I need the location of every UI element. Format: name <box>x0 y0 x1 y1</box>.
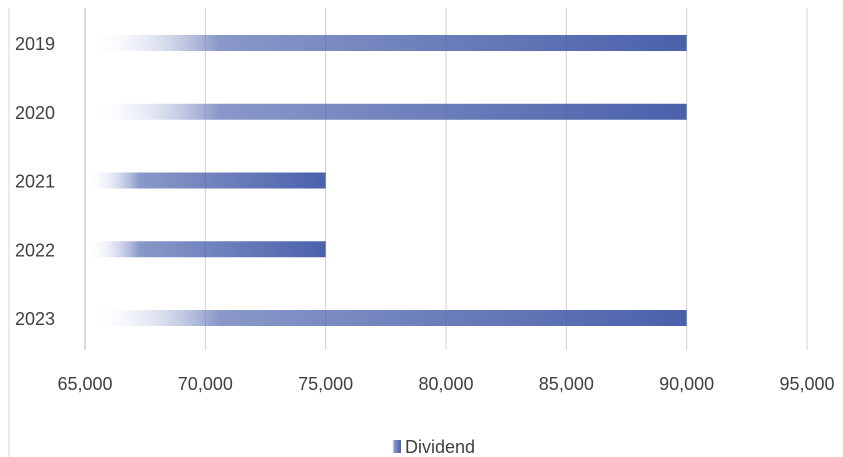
bar-2021 <box>87 172 326 189</box>
bar-2023 <box>87 310 687 326</box>
category-label-2019: 2019 <box>15 34 55 54</box>
x-tick-label: 70,000 <box>178 374 233 394</box>
legend: Dividend <box>392 437 475 457</box>
bars <box>87 35 687 326</box>
x-tick-label: 80,000 <box>418 374 473 394</box>
x-tick-label: 65,000 <box>57 374 112 394</box>
legend-label-dividend: Dividend <box>405 437 475 457</box>
bar-2020 <box>87 103 687 120</box>
x-tick-labels: 65,000 70,000 75,000 80,000 85,000 90,000 95,0… <box>57 374 834 394</box>
x-tick-label: 95,000 <box>779 374 834 394</box>
x-tick-label: 90,000 <box>659 374 714 394</box>
x-tick-label: 85,000 <box>539 374 594 394</box>
x-tick-label: 75,000 <box>298 374 353 394</box>
bar-2019 <box>87 35 687 51</box>
category-label-2021: 2021 <box>15 172 55 192</box>
legend-swatch-dividend <box>392 440 401 453</box>
category-label-2022: 2022 <box>15 240 55 260</box>
bar-2022 <box>87 241 326 258</box>
category-label-2023: 2023 <box>15 309 55 329</box>
gridlines <box>84 8 808 350</box>
category-labels: 2019 2020 2021 2022 2023 <box>15 34 55 329</box>
category-label-2020: 2020 <box>15 103 55 123</box>
